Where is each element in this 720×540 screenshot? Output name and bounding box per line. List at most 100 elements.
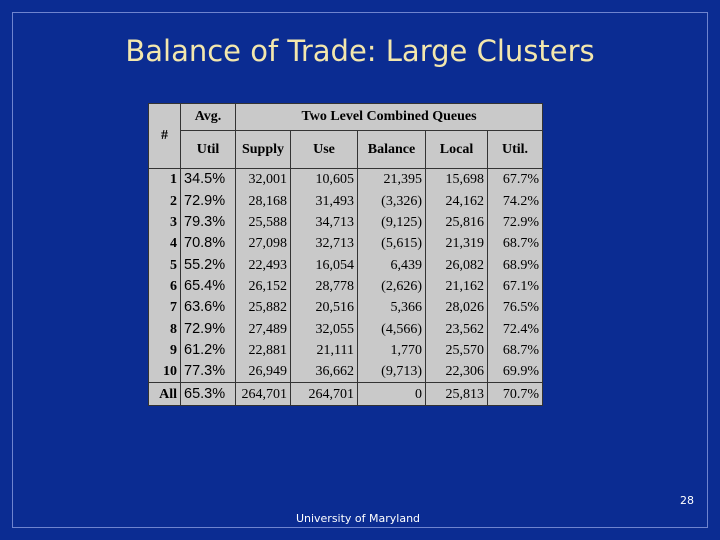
table-cell: 0	[357, 382, 426, 406]
table-cell: 65.3%	[180, 382, 236, 406]
table-cell: 61.2%	[180, 339, 236, 362]
table-cell: 70.8%	[180, 233, 236, 255]
table-row: 1 34.5% 32,001 10,605 21,395 15,698 67.7%	[148, 168, 544, 191]
table-cell: 9	[148, 339, 181, 362]
table-cell: 22,881	[235, 339, 291, 362]
table-cell: 26,949	[235, 361, 291, 383]
table-cell: 15,698	[425, 168, 488, 191]
frame	[12, 12, 708, 528]
table-cell: All	[148, 382, 181, 406]
table-cell: 264,701	[235, 382, 291, 406]
table-cell: 8	[148, 318, 181, 340]
table-cell: 3	[148, 211, 181, 234]
table-cell: 32,713	[290, 233, 358, 255]
table-cell: 7	[148, 297, 181, 319]
table-cell: 16,054	[290, 254, 358, 276]
table-cell: 70.7%	[486, 382, 544, 406]
table-cell: 32,001	[235, 168, 291, 191]
table-cell: 67.1%	[486, 275, 544, 298]
table-cell: 65.4%	[180, 275, 236, 298]
table-cell: 72.9%	[180, 190, 236, 212]
table-cell: 55.2%	[180, 254, 236, 276]
table-cell: 5,366	[357, 297, 426, 319]
table-row: 10 77.3% 26,949 36,662 (9,713) 22,306 69.9%	[148, 361, 544, 383]
table-cell: 68.7%	[486, 233, 544, 255]
column-header: Balance	[357, 130, 426, 169]
table-cell: (4,566)	[357, 318, 426, 340]
table-cell: 21,111	[290, 339, 358, 362]
column-header: Local	[425, 130, 488, 169]
table-cell: 28,168	[235, 190, 291, 212]
table-cell: 72.9%	[180, 318, 236, 340]
table-cell: 5	[148, 254, 181, 276]
table-cell: 25,882	[235, 297, 291, 319]
table-cell: 68.7%	[486, 339, 544, 362]
column-header: Use	[290, 130, 358, 169]
table-cell: 25,588	[235, 211, 291, 234]
table-cell: (2,626)	[357, 275, 426, 298]
table-cell: 1	[148, 168, 181, 191]
column-header: Util.	[486, 130, 544, 169]
avg-header: Util	[180, 130, 236, 169]
table-cell: 79.3%	[180, 211, 236, 234]
table-row: All 65.3% 264,701 264,701 0 25,813 70.7%	[148, 382, 544, 406]
table-cell: (5,615)	[357, 233, 426, 255]
table-cell: 6,439	[357, 254, 426, 276]
table-cell: 21,162	[425, 275, 488, 298]
table-cell: 31,493	[290, 190, 358, 212]
table-cell: 26,152	[235, 275, 291, 298]
table-row: 7 63.6% 25,882 20,516 5,366 28,026 76.5%	[148, 297, 544, 319]
table-cell: 22,306	[425, 361, 488, 383]
table-cell: (3,326)	[357, 190, 426, 212]
slide-title: Balance of Trade: Large Clusters	[125, 34, 595, 68]
table-row: 4 70.8% 27,098 32,713 (5,615) 21,319 68.7%	[148, 233, 544, 255]
table-cell: 77.3%	[180, 361, 236, 383]
table-cell: 23,562	[425, 318, 488, 340]
table-cell: 25,813	[425, 382, 488, 406]
table-cell: 27,098	[235, 233, 291, 255]
table-cell: 24,162	[425, 190, 488, 212]
table-cell: 28,026	[425, 297, 488, 319]
table-cell: 26,082	[425, 254, 488, 276]
table-cell: 63.6%	[180, 297, 236, 319]
page-number: 28	[680, 494, 694, 507]
table-row: 5 55.2% 22,493 16,054 6,439 26,082 68.9%	[148, 254, 544, 276]
table-cell: 32,055	[290, 318, 358, 340]
table-cell: 10	[148, 361, 181, 383]
table-cell: 20,516	[290, 297, 358, 319]
table-cell: 21,319	[425, 233, 488, 255]
footer: University of Maryland	[295, 512, 421, 525]
table-cell: 72.4%	[486, 318, 544, 340]
table-cell: 2	[148, 190, 181, 212]
table-cell: 34,713	[290, 211, 358, 234]
table-cell: (9,713)	[357, 361, 426, 383]
table-cell: 67.7%	[486, 168, 544, 191]
table-cell: (9,125)	[357, 211, 426, 234]
table-cell: 36,662	[290, 361, 358, 383]
index-header: #	[148, 103, 181, 169]
table-row: 8 72.9% 27,489 32,055 (4,566) 23,562 72.4%	[148, 318, 544, 340]
table-cell: 264,701	[290, 382, 358, 406]
column-header: Supply	[235, 130, 291, 169]
table-cell: 74.2%	[486, 190, 544, 212]
group-header: Two Level Combined Queues	[234, 103, 544, 131]
table-cell: 22,493	[235, 254, 291, 276]
table-row: 3 79.3% 25,588 34,713 (9,125) 25,816 72.9%	[148, 211, 544, 234]
data-table: # Avg. Two Level Combined Queues Util Su…	[148, 103, 544, 406]
table-row: 6 65.4% 26,152 28,778 (2,626) 21,162 67.1%	[148, 275, 544, 298]
table-cell: 28,778	[290, 275, 358, 298]
avg-header: Avg.	[180, 103, 236, 131]
table-cell: 6	[148, 275, 181, 298]
table-cell: 34.5%	[180, 168, 236, 191]
table-row: 9 61.2% 22,881 21,111 1,770 25,570 68.7%	[148, 339, 544, 362]
table-cell: 4	[148, 233, 181, 255]
table-row: 2 72.9% 28,168 31,493 (3,326) 24,162 74.2%	[148, 190, 544, 212]
table-cell: 68.9%	[486, 254, 544, 276]
table-cell: 10,605	[290, 168, 358, 191]
table-cell: 21,395	[357, 168, 426, 191]
table-cell: 27,489	[235, 318, 291, 340]
table-cell: 72.9%	[486, 211, 544, 234]
table-cell: 69.9%	[486, 361, 544, 383]
table-cell: 76.5%	[486, 297, 544, 319]
